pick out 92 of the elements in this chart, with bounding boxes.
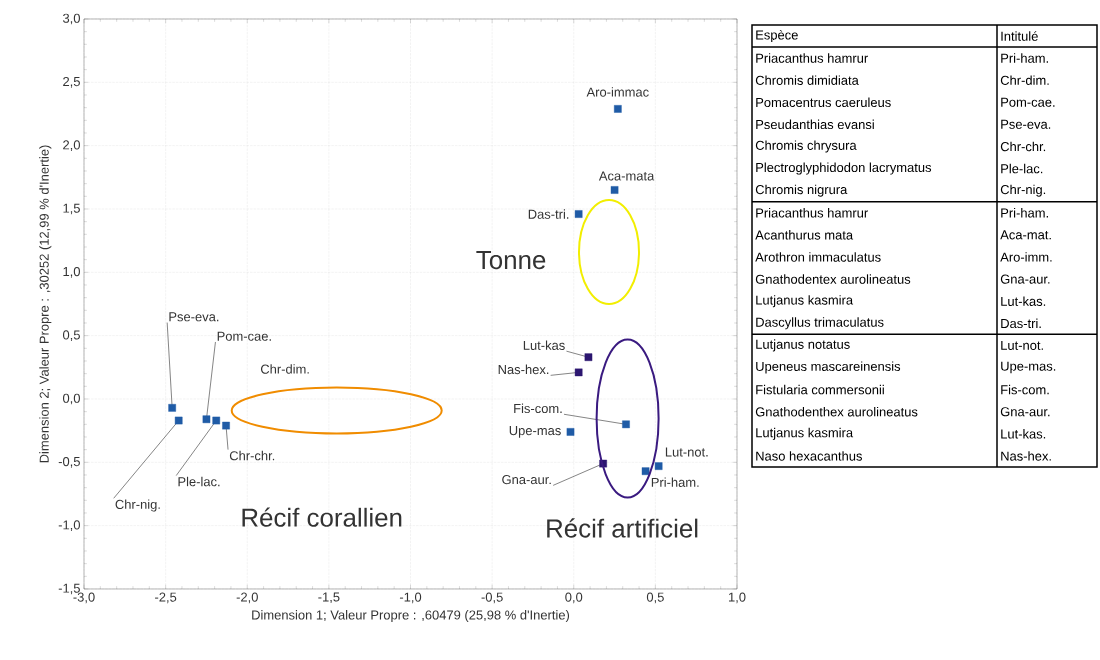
x-tick-label: 0,5 <box>646 592 664 604</box>
annotation: Ple-lac. <box>178 476 220 487</box>
y-tick-label: -1,0 <box>58 520 80 531</box>
text: Nas-hex. <box>1001 451 1051 461</box>
annotation: Nas-hex. <box>498 364 549 375</box>
text: Pri-ham. <box>1001 208 1048 218</box>
point <box>174 416 183 425</box>
text: Chromis nigrura <box>755 184 848 197</box>
text: Priacanthus hamrur <box>756 208 868 218</box>
point <box>641 467 650 475</box>
annotation: Chr-dim. <box>260 364 309 374</box>
text: Lutjanus kasmira <box>756 427 854 440</box>
annotation: Lut-not. <box>665 447 708 457</box>
y-tick-label: 2,0 <box>63 140 80 151</box>
text: Upeneus mascareinensis <box>756 361 901 374</box>
point <box>574 368 583 377</box>
text: Plectroglyphidodon lacrymatus <box>756 162 932 175</box>
text: Pom-cae. <box>1001 97 1055 107</box>
annotation: Aro-immac <box>586 87 649 97</box>
point <box>584 353 593 361</box>
text: Chromis chrysura <box>755 140 857 153</box>
point <box>610 186 619 194</box>
x-tick-label: -2,5 <box>155 592 177 604</box>
text: Pseudanthias evansi <box>756 119 874 130</box>
text: Gna-aur. <box>1000 407 1050 417</box>
point <box>202 415 211 424</box>
text: Pse-eva. <box>1001 119 1051 129</box>
text: Fis-com. <box>1001 384 1049 395</box>
x-tick-label: -0,5 <box>481 592 503 604</box>
annotation: Récif corallien <box>242 507 402 527</box>
point <box>212 416 221 425</box>
text: Ple-lac. <box>1001 163 1043 174</box>
annotation: Pom-cae. <box>217 331 271 341</box>
annotation: Chr-chr. <box>229 450 275 461</box>
annotation: Das-tri. <box>528 209 569 219</box>
x-axis-title: Dimension 1; Valeur Propre : ,60479 (25,98 % d'Inertie) <box>252 610 570 623</box>
text: Gna-aur. <box>1000 274 1050 284</box>
text: Pomacentrus caeruleus <box>756 97 891 108</box>
text: Arothron immaculatus <box>755 252 881 262</box>
text: Gnathodenthex aurolineatus <box>755 406 918 417</box>
annotation: Pse-eva. <box>169 312 219 322</box>
annotation: Fis-com. <box>514 403 562 414</box>
point <box>622 420 630 429</box>
text: Chromis dimidiata <box>755 75 859 85</box>
text: Lut-not. <box>1001 340 1043 350</box>
annotation: Tonne <box>476 251 546 270</box>
text: Aca-mat. <box>1000 230 1051 240</box>
y-tick-label: 1,5 <box>63 203 80 215</box>
y-tick-label: 0,5 <box>62 330 80 341</box>
annotation: Pri-ham. <box>651 477 699 487</box>
y-tick-label: 3,0 <box>62 13 80 25</box>
text: Lut-kas. <box>1001 296 1046 306</box>
point <box>654 462 663 470</box>
text: Espèce <box>756 29 798 43</box>
text: Fistularia commersonii <box>756 384 884 395</box>
text: Lutjanus kasmira <box>756 295 854 308</box>
x-tick-label: -1,5 <box>318 592 340 604</box>
annotation: Lut-kas <box>523 340 565 350</box>
y-tick-label: 2,5 <box>63 76 80 88</box>
text: Lutjanus notatus <box>756 339 850 352</box>
text: Intitulé <box>1001 31 1038 41</box>
text: Dascyllus trimaculatus <box>756 317 884 330</box>
point <box>566 428 575 436</box>
text: Aro-imm. <box>1000 252 1052 262</box>
y-axis-title: Dimension 2; Valeur Propre : ,30252 (12,99 % d'Inertie) <box>39 145 52 463</box>
text: Upe-mas. <box>1001 361 1056 374</box>
point <box>614 105 622 113</box>
x-tick-label: 0,0 <box>565 592 583 604</box>
point <box>168 404 176 412</box>
y-tick-label: -0,5 <box>58 456 80 468</box>
point <box>574 210 583 218</box>
y-tick-label: 0,0 <box>62 393 80 405</box>
annotation: Upe-mas <box>509 426 561 438</box>
x-tick-label: 1,0 <box>728 592 746 604</box>
annotation: Récif artificiel <box>547 518 698 538</box>
annotation: Chr-nig. <box>115 499 160 512</box>
annotation: Aca-mata <box>598 171 655 181</box>
annotation: Gna-aur. <box>502 475 551 485</box>
text: Chr-dim. <box>1000 75 1049 85</box>
text: Gnathodentex aurolineatus <box>755 274 911 284</box>
text: Das-tri. <box>1001 318 1041 329</box>
text: Pri-ham. <box>1001 53 1048 63</box>
text: Naso hexacanthus <box>756 451 862 461</box>
text: Chr-nig. <box>1000 184 1046 197</box>
x-tick-label: -2,0 <box>236 592 258 604</box>
point <box>222 421 230 430</box>
y-tick-label: 1,0 <box>63 266 80 278</box>
x-tick-label: -1,0 <box>399 592 422 604</box>
text: Priacanthus hamrur <box>756 53 868 63</box>
text: Chr-chr. <box>1000 141 1046 152</box>
text: Acanthurus mata <box>755 230 854 240</box>
text: Lut-kas. <box>1001 429 1046 439</box>
